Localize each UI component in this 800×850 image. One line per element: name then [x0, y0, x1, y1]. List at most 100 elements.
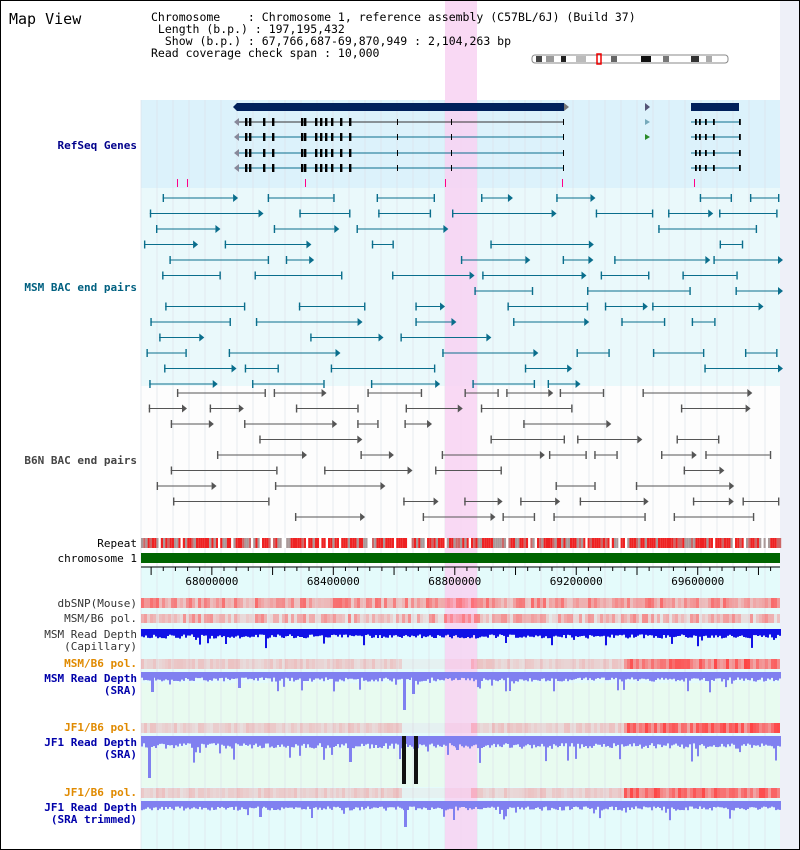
jf1-trimmed-depth: [411, 801, 413, 807]
track-label-chromosome[interactable]: chromosome 1: [57, 552, 137, 565]
jf1-trimmed-depth: [303, 801, 305, 809]
msm-sra-depth: [203, 672, 205, 681]
jf1-trimmed-depth: [269, 801, 271, 811]
track-label-jf1-read-trimmed[interactable]: JF1 Read Depth (SRA trimmed): [1, 802, 137, 826]
track-label-msm-bac[interactable]: MSM BAC end pairs: [24, 281, 137, 294]
repeat-block: [433, 538, 436, 548]
msm-sra-depth: [249, 672, 251, 679]
track-label-msm-b6-pol[interactable]: MSM/B6 pol.: [64, 612, 137, 625]
jf1-trimmed-depth: [599, 801, 601, 819]
jf1-sra-depth: [779, 736, 781, 747]
track-label-msm-read-capillary[interactable]: MSM Read Depth (Capillary): [1, 629, 137, 653]
dbsnp-cell: [672, 598, 675, 608]
exon: [304, 118, 307, 126]
msm-bac-pair-end: [162, 194, 165, 202]
msm-sra-depth: [631, 672, 633, 678]
msm-pol-cell: [483, 614, 486, 623]
msm-sra-depth: [381, 672, 383, 682]
msm-pol-cell: [639, 614, 642, 623]
msm-capillary-depth: [377, 629, 379, 638]
jf1-sra-depth: [245, 736, 247, 745]
msm-capillary-depth: [159, 629, 161, 638]
track-label-msm-b6-pol-2[interactable]: MSM/B6 pol.: [64, 657, 137, 670]
repeat-block: [400, 538, 403, 548]
msm-sra-depth: [717, 672, 719, 679]
jf1-sra-depth-spike: [456, 736, 459, 750]
gene-arrow: [645, 103, 650, 111]
jf1-trimmed-depth: [417, 801, 419, 809]
msm-sra-depth: [627, 672, 629, 679]
msm-pol-cell: [426, 614, 429, 623]
jf1-sra-depth: [605, 736, 607, 747]
msm-bac-pair-arrow: [378, 333, 384, 342]
track-label-repeat[interactable]: Repeat: [97, 537, 137, 550]
jf1-sra-depth: [381, 736, 383, 749]
jf1-pol-cell: [387, 723, 390, 733]
track-label-jf1-b6-pol-2[interactable]: JF1/B6 pol.: [64, 786, 137, 799]
track-label-dbsnp[interactable]: dbSNP(Mouse): [57, 597, 137, 610]
jf1-sra-depth: [263, 736, 265, 748]
msm-sra-depth: [357, 672, 359, 679]
msm-capillary-depth: [711, 629, 713, 636]
jf1-pol-cell: [384, 723, 387, 733]
b6n-bac-pair-end: [742, 497, 744, 506]
repeat-block: [211, 538, 214, 548]
jf1-pol-cell: [417, 788, 420, 798]
msm-bac-pair-end: [547, 380, 550, 388]
msm-capillary-depth: [477, 629, 479, 639]
msm-capillary-depth: [507, 629, 509, 637]
track-label-msm-read-sra[interactable]: MSM Read Depth (SRA): [1, 673, 137, 697]
msm-pol-cell: [432, 614, 435, 623]
jf1-pol-cell: [735, 723, 738, 733]
msm-sra-depth: [235, 672, 237, 679]
track-label-jf1-b6-pol[interactable]: JF1/B6 pol.: [64, 721, 137, 734]
msm-sra-depth: [255, 672, 257, 679]
msm-sra-depth: [711, 672, 713, 680]
track-label-jf1-read-sra[interactable]: JF1 Read Depth (SRA): [1, 737, 137, 761]
jf1-sra-depth: [549, 736, 551, 746]
msm-capillary-depth: [671, 629, 673, 644]
jf1-pol-cell: [765, 788, 768, 798]
jf1-pol-cell: [276, 788, 279, 798]
msm-capillary-depth: [569, 629, 571, 636]
msm-sra-depth: [615, 672, 617, 678]
jf1-trimmed-depth: [561, 801, 563, 811]
msm-capillary-depth: [419, 629, 421, 635]
msm-pol-cell: [276, 659, 279, 669]
dbsnp-cell: [690, 598, 693, 608]
msm-sra-depth: [575, 672, 577, 679]
jf1-pol-cell: [195, 788, 198, 798]
msm-capillary-depth: [779, 629, 781, 636]
msm-bac-pair-end: [228, 349, 231, 357]
msm-sra-depth: [773, 672, 775, 682]
msm-sra-depth: [755, 672, 757, 682]
msm-capillary-depth: [431, 629, 433, 637]
repeat-block: [647, 538, 650, 548]
jf1-pol-cell: [405, 788, 408, 798]
jf1-trimmed-depth: [711, 801, 713, 811]
jf1-trimmed-depth: [751, 801, 753, 808]
exon: [263, 149, 266, 157]
dbsnp-cell: [627, 598, 630, 608]
jf1-pol-cell: [372, 723, 375, 733]
msm-sra-depth: [577, 672, 579, 679]
track-label-refseq[interactable]: RefSeq Genes: [57, 139, 137, 152]
track-label-b6n-bac[interactable]: B6N BAC end pairs: [24, 454, 137, 467]
jf1-trimmed-depth: [223, 801, 225, 808]
jf1-pol-cell: [246, 788, 249, 798]
jf1-trimmed-depth: [659, 801, 661, 808]
chromosome-bar: [141, 553, 780, 563]
msm-pol-cell: [585, 614, 588, 623]
jf1-trimmed-depth: [415, 801, 417, 811]
msm-capillary-depth: [191, 629, 193, 635]
msm-sra-depth: [743, 672, 745, 681]
jf1-trimmed-depth: [563, 801, 565, 811]
dbsnp-cell: [402, 598, 405, 608]
jf1-pol-cell: [690, 788, 693, 798]
jf1-pol-cell: [738, 723, 741, 733]
jf1-sra-depth: [221, 736, 223, 745]
jf1-pol-cell: [582, 788, 585, 798]
dbsnp-cell: [177, 598, 180, 608]
jf1-trimmed-depth: [199, 801, 201, 807]
